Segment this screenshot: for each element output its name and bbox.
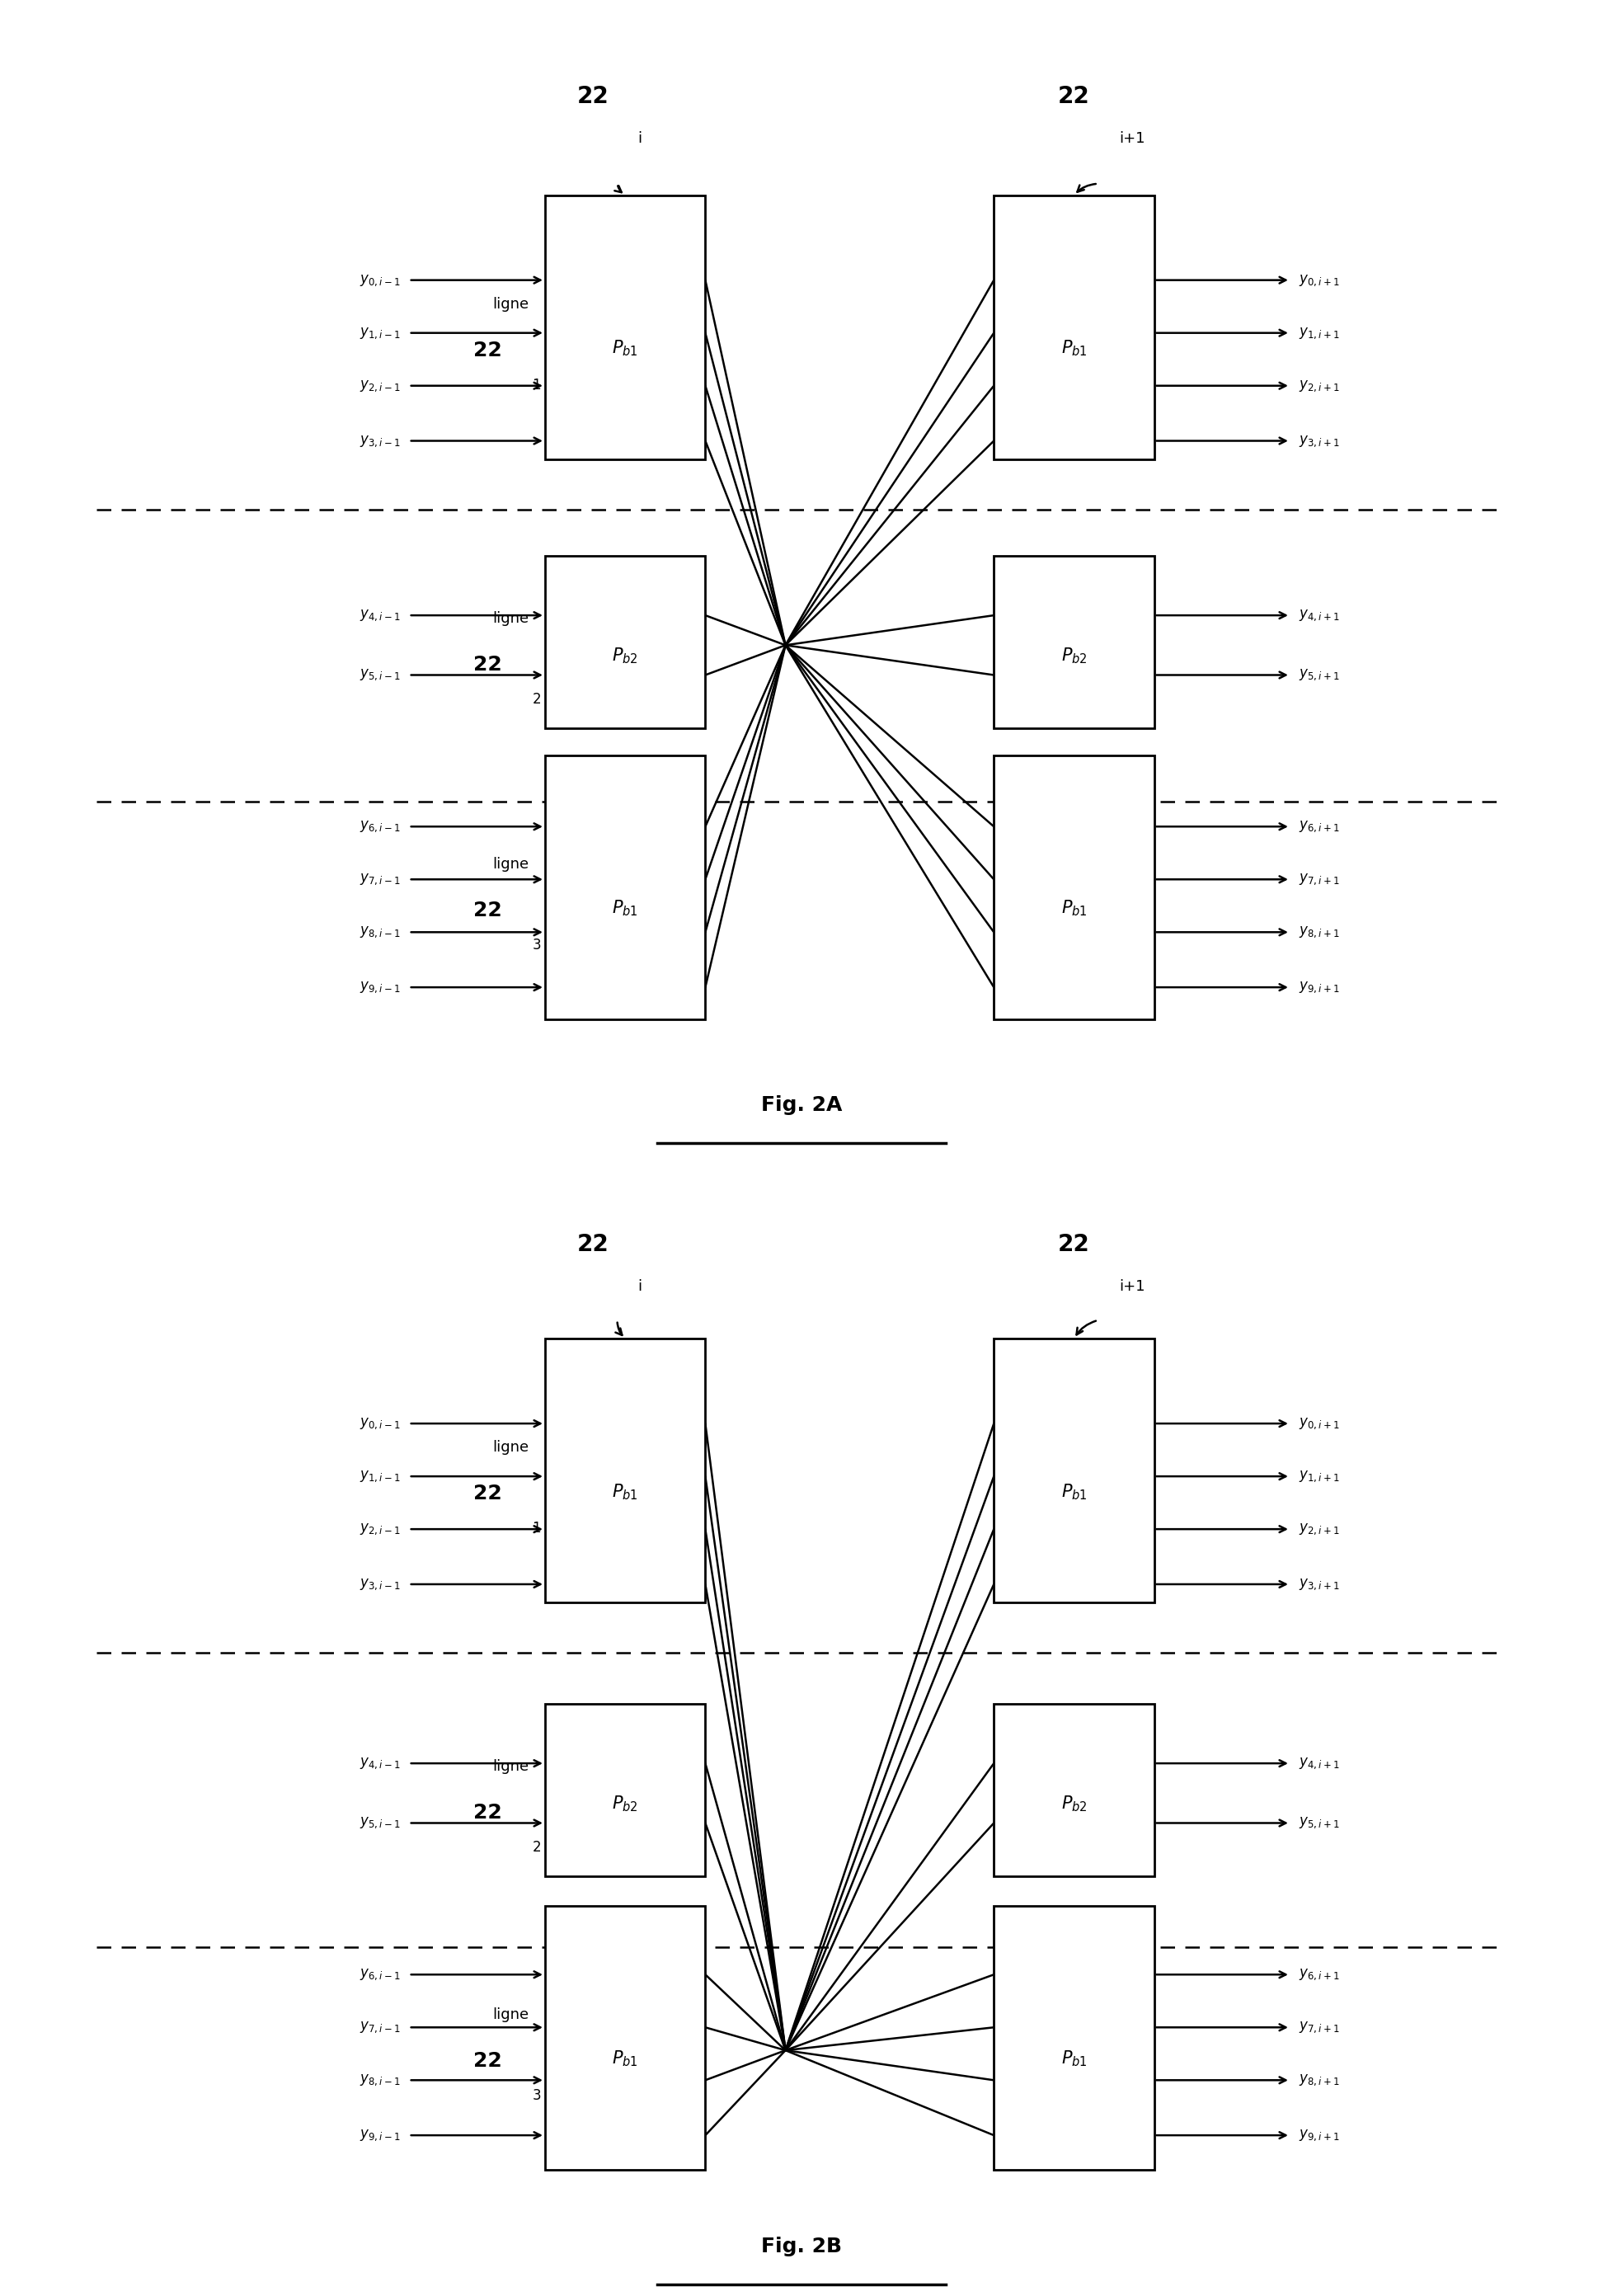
Text: ligne: ligne bbox=[492, 856, 529, 872]
Text: 22: 22 bbox=[473, 1802, 502, 1823]
Bar bbox=[994, 195, 1154, 459]
Bar bbox=[994, 1339, 1154, 1603]
Text: $y_{1,i-1}$: $y_{1,i-1}$ bbox=[361, 1469, 401, 1483]
Text: $P_{b1}$: $P_{b1}$ bbox=[1061, 1481, 1087, 1502]
Text: $P_{b1}$: $P_{b1}$ bbox=[612, 338, 638, 358]
Text: $P_{b1}$: $P_{b1}$ bbox=[1061, 338, 1087, 358]
Text: i+1: i+1 bbox=[1119, 1279, 1145, 1293]
Text: $P_{b2}$: $P_{b2}$ bbox=[612, 1793, 638, 1814]
Text: $P_{b1}$: $P_{b1}$ bbox=[612, 2048, 638, 2069]
Text: $P_{b2}$: $P_{b2}$ bbox=[612, 645, 638, 666]
Text: $y_{7,i+1}$: $y_{7,i+1}$ bbox=[1298, 2020, 1339, 2034]
Bar bbox=[545, 1339, 705, 1603]
Text: $y_{9,i-1}$: $y_{9,i-1}$ bbox=[361, 980, 401, 994]
Bar bbox=[545, 556, 705, 728]
Text: $y_{5,i-1}$: $y_{5,i-1}$ bbox=[361, 1816, 401, 1830]
Text: ligne: ligne bbox=[492, 1759, 529, 1775]
Text: i: i bbox=[638, 131, 643, 145]
Text: 22: 22 bbox=[473, 900, 502, 921]
Text: $P_{b2}$: $P_{b2}$ bbox=[1061, 1793, 1087, 1814]
Text: $y_{6,i+1}$: $y_{6,i+1}$ bbox=[1298, 1968, 1339, 1981]
Text: $y_{8,i+1}$: $y_{8,i+1}$ bbox=[1298, 2073, 1339, 2087]
Text: $y_{4,i-1}$: $y_{4,i-1}$ bbox=[361, 1756, 401, 1770]
Bar bbox=[545, 1704, 705, 1876]
Text: 22: 22 bbox=[577, 85, 609, 108]
Text: i+1: i+1 bbox=[1119, 131, 1145, 145]
Text: Fig. 2B: Fig. 2B bbox=[761, 2236, 842, 2257]
Text: 3: 3 bbox=[532, 937, 540, 953]
Text: $y_{2,i-1}$: $y_{2,i-1}$ bbox=[361, 1522, 401, 1536]
Text: $y_{7,i-1}$: $y_{7,i-1}$ bbox=[361, 2020, 401, 2034]
Text: $P_{b1}$: $P_{b1}$ bbox=[1061, 2048, 1087, 2069]
Text: $y_{9,i+1}$: $y_{9,i+1}$ bbox=[1298, 980, 1339, 994]
Text: i: i bbox=[638, 1279, 643, 1293]
Text: $y_{0,i+1}$: $y_{0,i+1}$ bbox=[1298, 1417, 1339, 1430]
Text: $y_{2,i+1}$: $y_{2,i+1}$ bbox=[1298, 379, 1339, 393]
Text: $P_{b1}$: $P_{b1}$ bbox=[612, 1481, 638, 1502]
Text: 1: 1 bbox=[532, 377, 540, 393]
Bar bbox=[994, 755, 1154, 1019]
Text: $y_{0,i-1}$: $y_{0,i-1}$ bbox=[361, 1417, 401, 1430]
Text: $P_{b1}$: $P_{b1}$ bbox=[612, 898, 638, 918]
Text: $y_{2,i+1}$: $y_{2,i+1}$ bbox=[1298, 1522, 1339, 1536]
Text: 1: 1 bbox=[532, 1522, 540, 1536]
Text: 22: 22 bbox=[473, 340, 502, 360]
Text: $y_{0,i-1}$: $y_{0,i-1}$ bbox=[361, 273, 401, 287]
Text: Fig. 2A: Fig. 2A bbox=[761, 1095, 842, 1116]
Text: $y_{3,i-1}$: $y_{3,i-1}$ bbox=[361, 1577, 401, 1591]
Text: 2: 2 bbox=[532, 693, 540, 707]
Bar bbox=[545, 755, 705, 1019]
Text: $y_{7,i-1}$: $y_{7,i-1}$ bbox=[361, 872, 401, 886]
Text: $y_{6,i-1}$: $y_{6,i-1}$ bbox=[361, 820, 401, 833]
Text: $P_{b1}$: $P_{b1}$ bbox=[1061, 898, 1087, 918]
Text: $y_{8,i-1}$: $y_{8,i-1}$ bbox=[361, 925, 401, 939]
Text: $P_{b2}$: $P_{b2}$ bbox=[1061, 645, 1087, 666]
Text: $y_{8,i-1}$: $y_{8,i-1}$ bbox=[361, 2073, 401, 2087]
Text: $y_{4,i+1}$: $y_{4,i+1}$ bbox=[1298, 608, 1339, 622]
Text: 22: 22 bbox=[1058, 85, 1090, 108]
Text: 22: 22 bbox=[1058, 1233, 1090, 1256]
Text: ligne: ligne bbox=[492, 611, 529, 627]
Text: 22: 22 bbox=[473, 2050, 502, 2071]
Text: 22: 22 bbox=[473, 654, 502, 675]
Text: $y_{5,i-1}$: $y_{5,i-1}$ bbox=[361, 668, 401, 682]
Bar bbox=[545, 195, 705, 459]
Text: $y_{8,i+1}$: $y_{8,i+1}$ bbox=[1298, 925, 1339, 939]
Text: 22: 22 bbox=[473, 1483, 502, 1504]
Bar bbox=[994, 1704, 1154, 1876]
Text: $y_{9,i-1}$: $y_{9,i-1}$ bbox=[361, 2128, 401, 2142]
Text: $y_{4,i-1}$: $y_{4,i-1}$ bbox=[361, 608, 401, 622]
Text: $y_{4,i+1}$: $y_{4,i+1}$ bbox=[1298, 1756, 1339, 1770]
Text: $y_{9,i+1}$: $y_{9,i+1}$ bbox=[1298, 2128, 1339, 2142]
Text: $y_{3,i+1}$: $y_{3,i+1}$ bbox=[1298, 1577, 1339, 1591]
Text: $y_{3,i+1}$: $y_{3,i+1}$ bbox=[1298, 434, 1339, 448]
Text: $y_{6,i+1}$: $y_{6,i+1}$ bbox=[1298, 820, 1339, 833]
Text: $y_{7,i+1}$: $y_{7,i+1}$ bbox=[1298, 872, 1339, 886]
Bar bbox=[994, 1906, 1154, 2170]
Text: $y_{3,i-1}$: $y_{3,i-1}$ bbox=[361, 434, 401, 448]
Bar bbox=[994, 556, 1154, 728]
Text: $y_{2,i-1}$: $y_{2,i-1}$ bbox=[361, 379, 401, 393]
Text: $y_{5,i+1}$: $y_{5,i+1}$ bbox=[1298, 1816, 1339, 1830]
Text: ligne: ligne bbox=[492, 1440, 529, 1456]
Text: 3: 3 bbox=[532, 2089, 540, 2103]
Text: ligne: ligne bbox=[492, 2007, 529, 2023]
Text: $y_{1,i+1}$: $y_{1,i+1}$ bbox=[1298, 1469, 1339, 1483]
Text: $y_{6,i-1}$: $y_{6,i-1}$ bbox=[361, 1968, 401, 1981]
Text: 2: 2 bbox=[532, 1841, 540, 1855]
Text: $y_{5,i+1}$: $y_{5,i+1}$ bbox=[1298, 668, 1339, 682]
Text: ligne: ligne bbox=[492, 296, 529, 312]
Text: $y_{1,i+1}$: $y_{1,i+1}$ bbox=[1298, 326, 1339, 340]
Text: 22: 22 bbox=[577, 1233, 609, 1256]
Text: $y_{1,i-1}$: $y_{1,i-1}$ bbox=[361, 326, 401, 340]
Text: $y_{0,i+1}$: $y_{0,i+1}$ bbox=[1298, 273, 1339, 287]
Bar bbox=[545, 1906, 705, 2170]
